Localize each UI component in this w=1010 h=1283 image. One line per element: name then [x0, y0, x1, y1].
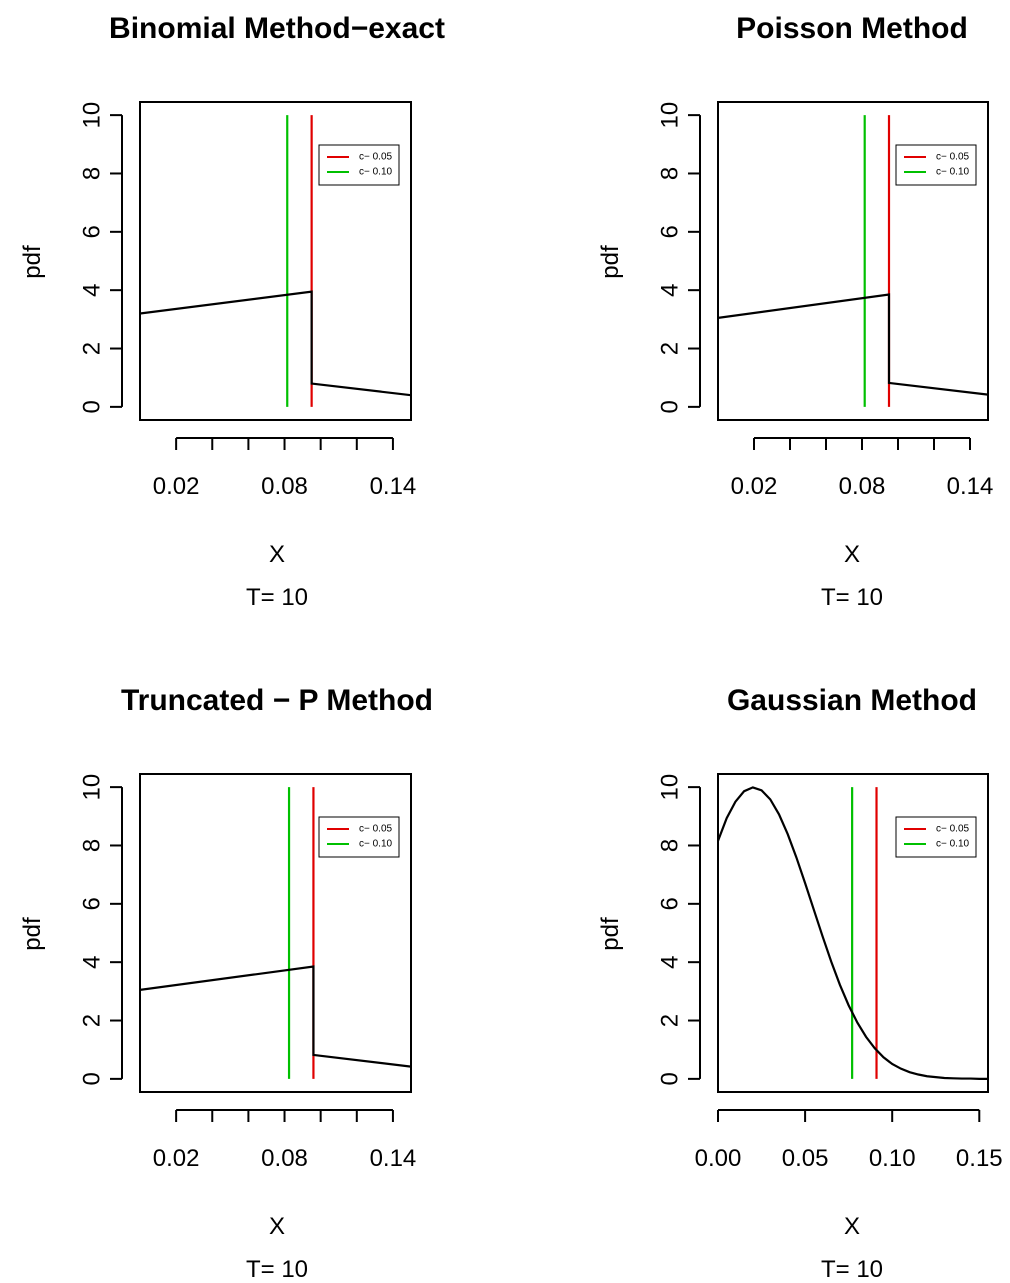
y-tick-label: 10: [79, 102, 106, 129]
y-tick-label: 8: [79, 167, 106, 180]
pdf-series-line: [140, 965, 411, 1068]
x-axis-label: X: [269, 541, 285, 568]
x-tick-label: 0.08: [839, 473, 886, 500]
x-tick-label: 0.02: [731, 473, 778, 500]
x-axis-sublabel: T= 10: [246, 1256, 308, 1283]
y-tick-label: 0: [657, 1072, 684, 1085]
panel-poisson: Poisson Method pdf X T= 10 0 2 4 6 8 10 0.02 0.…: [597, 12, 993, 611]
panel-binomial: Binomial Method−exact pdf X T= 10 0 2 4 6 8 1…: [19, 12, 445, 611]
chart-title: Poisson Method: [736, 12, 968, 45]
chart-title: Gaussian Method: [727, 684, 977, 717]
y-tick-label: 6: [657, 225, 684, 238]
y-tick-label: 4: [657, 283, 684, 296]
x-tick-label: 0.10: [869, 1145, 916, 1172]
legend-label: c− 0.10: [359, 167, 393, 178]
legend-box: [318, 144, 400, 186]
x-tick-label: 0.14: [370, 1145, 417, 1172]
y-tick-label: 10: [79, 774, 106, 801]
legend-label: c− 0.05: [359, 824, 393, 835]
x-tick-label: 0.02: [153, 473, 200, 500]
pdf-series-line: [718, 786, 988, 1080]
y-tick-label: 4: [79, 955, 106, 968]
y-tick-label: 2: [79, 342, 106, 355]
legend-label: c− 0.05: [936, 824, 970, 835]
y-tick-label: 8: [657, 167, 684, 180]
y-tick-label: 0: [657, 400, 684, 413]
legend-box: [895, 144, 977, 186]
y-tick-label: 6: [79, 225, 106, 238]
pdf-series-line: [140, 290, 411, 397]
y-tick-label: 10: [657, 774, 684, 801]
x-tick-label: 0.02: [153, 1145, 200, 1172]
y-axis-label: pdf: [597, 245, 624, 279]
y-tick-label: 4: [657, 955, 684, 968]
x-axis-label: X: [844, 1213, 860, 1240]
legend-box: [895, 816, 977, 858]
x-tick-label: 0.15: [956, 1145, 1003, 1172]
x-tick-label: 0.00: [695, 1145, 742, 1172]
y-axis-label: pdf: [19, 245, 46, 279]
y-tick-label: 0: [79, 1072, 106, 1085]
panel-truncated: Truncated − P Method pdf X T= 10 0 2 4 6 8 10…: [19, 684, 433, 1283]
x-axis-label: X: [269, 1213, 285, 1240]
y-tick-label: 6: [79, 897, 106, 910]
plot-frame: [717, 773, 989, 1093]
legend-label: c− 0.10: [359, 839, 393, 850]
y-tick-label: 2: [657, 1014, 684, 1027]
y-tick-label: 0: [79, 400, 106, 413]
x-axis-label: X: [844, 541, 860, 568]
x-axis-sublabel: T= 10: [821, 584, 883, 611]
y-tick-label: 2: [657, 342, 684, 355]
x-tick-label: 0.08: [261, 473, 308, 500]
plot-frame: [139, 101, 412, 421]
y-axis-label: pdf: [19, 917, 46, 951]
x-tick-label: 0.14: [370, 473, 417, 500]
y-tick-label: 8: [657, 839, 684, 852]
y-tick-label: 4: [79, 283, 106, 296]
panel-gaussian: Gaussian Method pdf X T= 10 0 2 4 6 8 10 0.00 0…: [597, 684, 1003, 1283]
plot-frame: [139, 773, 412, 1093]
legend-box: [318, 816, 400, 858]
y-tick-label: 6: [657, 897, 684, 910]
legend-label: c− 0.10: [936, 839, 970, 850]
legend-label: c− 0.05: [359, 152, 393, 163]
x-tick-label: 0.14: [947, 473, 994, 500]
pdf-series-line: [718, 293, 988, 396]
y-tick-label: 10: [657, 102, 684, 129]
chart-title: Binomial Method−exact: [109, 12, 445, 45]
y-tick-label: 8: [79, 839, 106, 852]
legend-label: c− 0.10: [936, 167, 970, 178]
x-axis-sublabel: T= 10: [246, 584, 308, 611]
chart-title: Truncated − P Method: [121, 684, 433, 717]
x-axis-sublabel: T= 10: [821, 1256, 883, 1283]
y-axis-label: pdf: [597, 917, 624, 951]
legend-label: c− 0.05: [936, 152, 970, 163]
x-tick-label: 0.08: [261, 1145, 308, 1172]
plot-frame: [717, 101, 989, 421]
x-tick-label: 0.05: [782, 1145, 829, 1172]
y-tick-label: 2: [79, 1014, 106, 1027]
